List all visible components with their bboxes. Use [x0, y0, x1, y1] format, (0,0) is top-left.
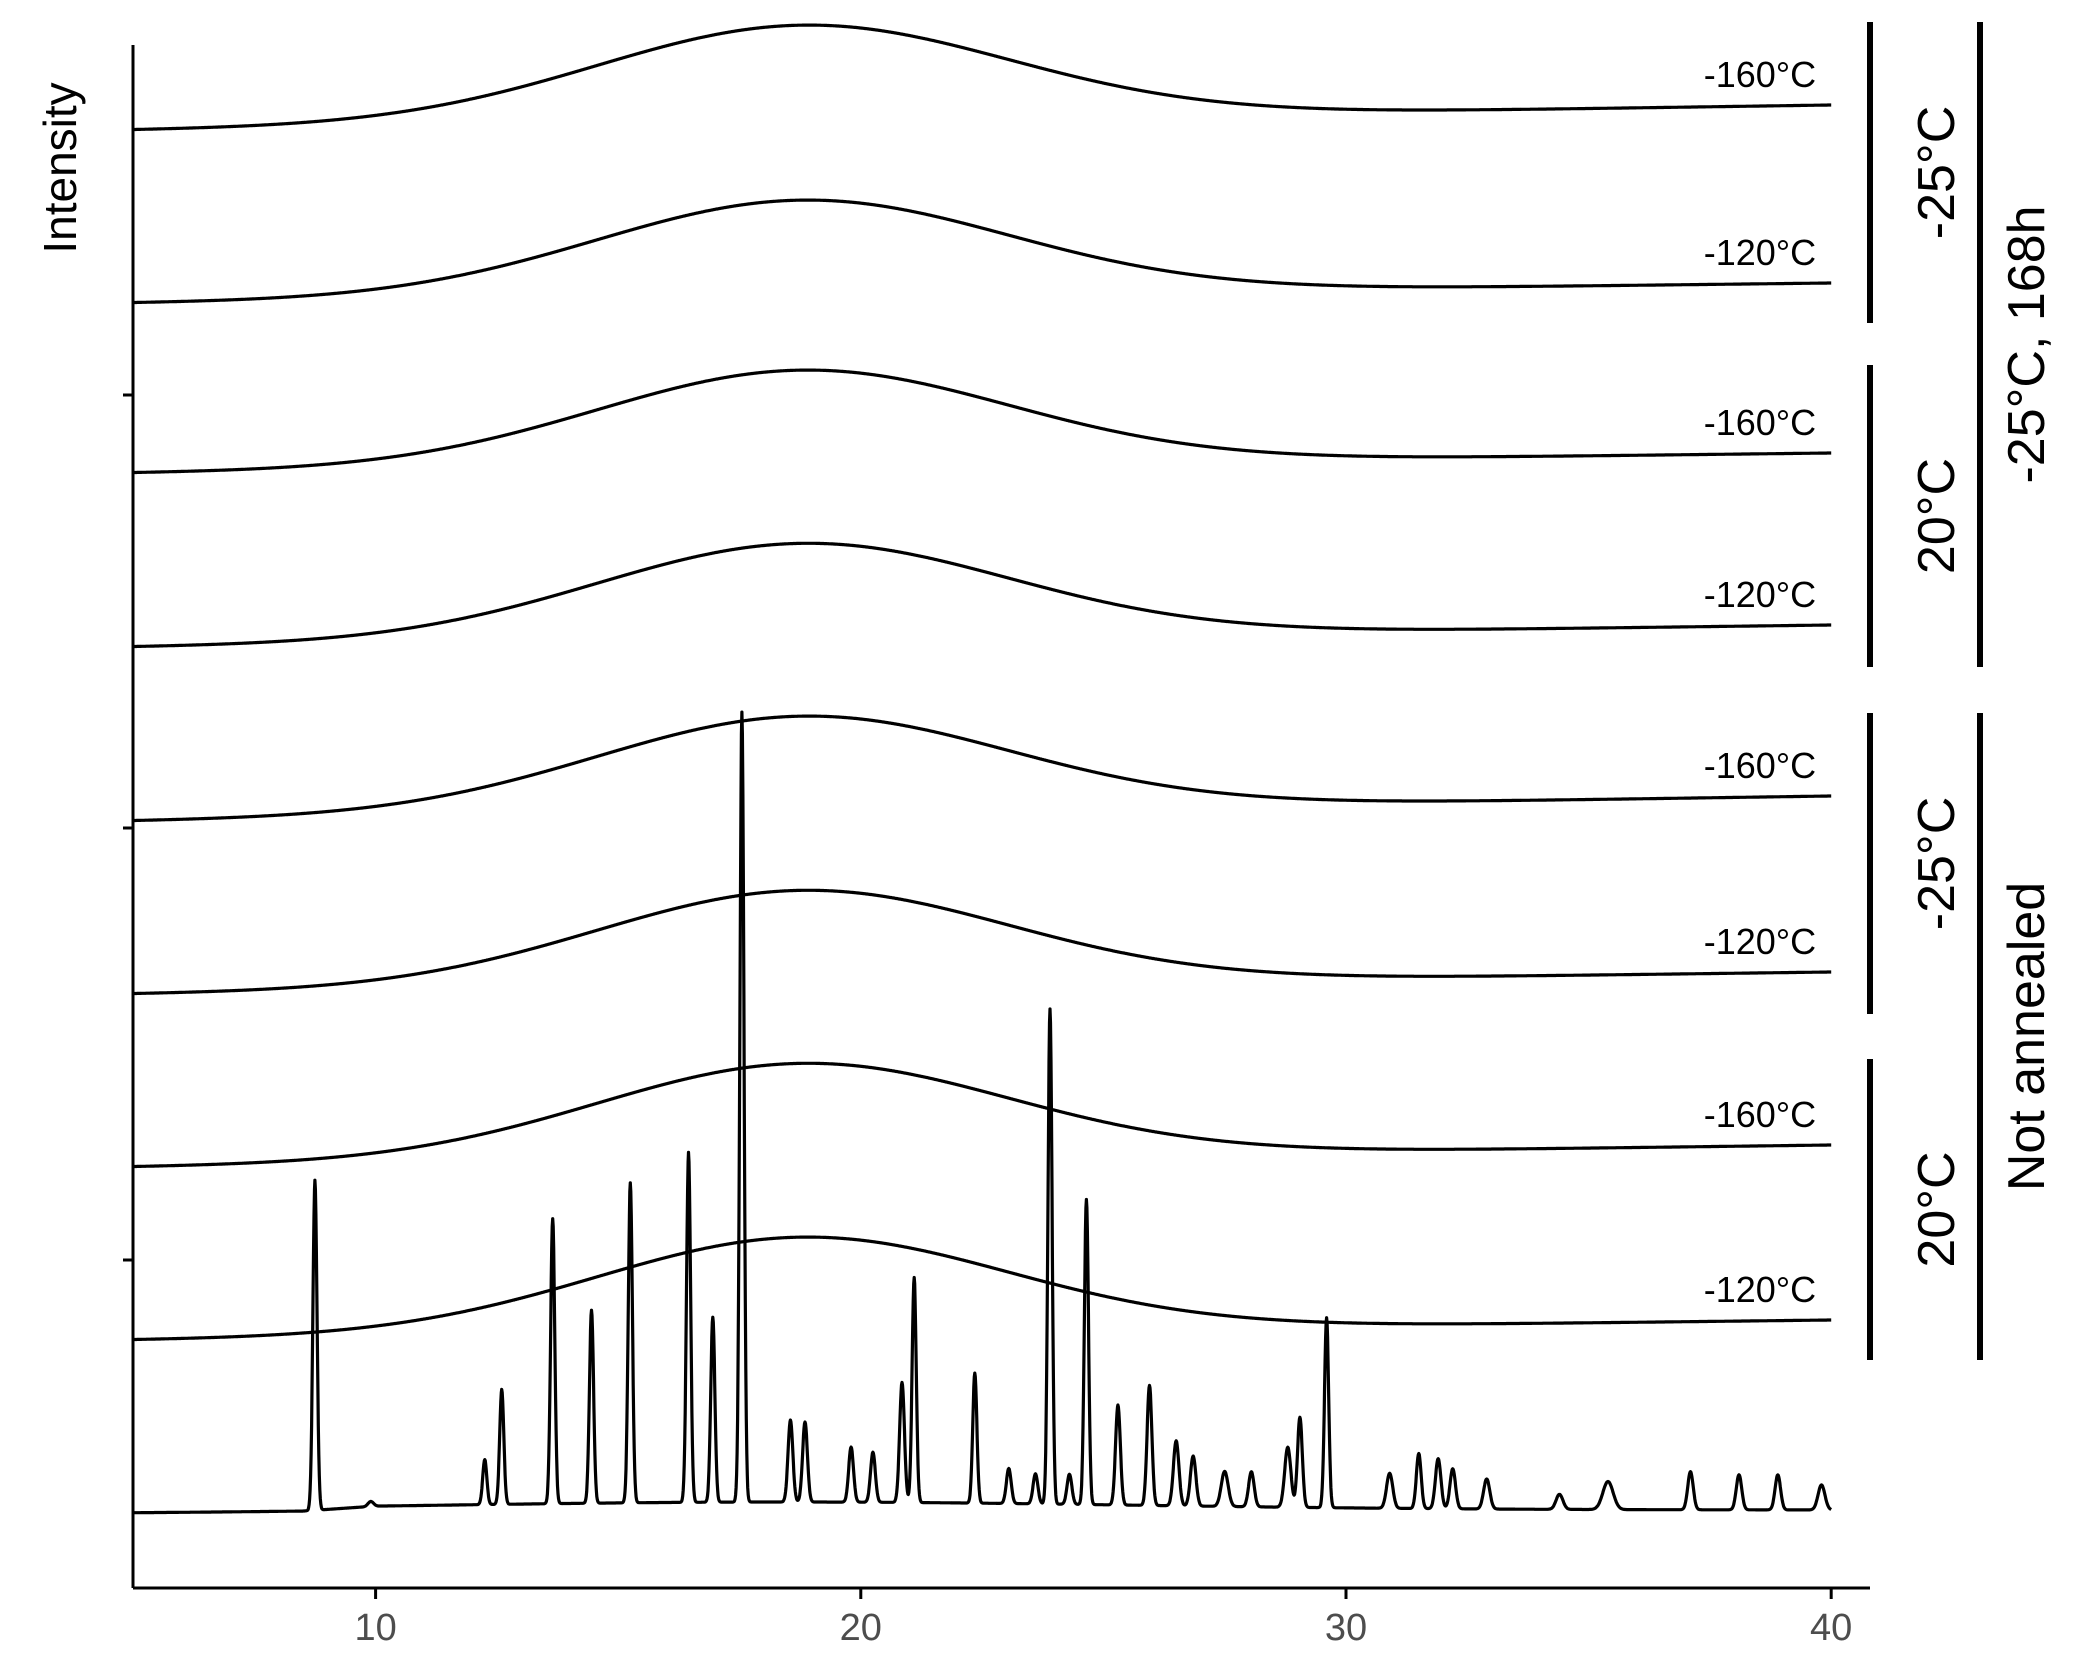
- group-label-temperature: -25°C: [1908, 106, 1966, 240]
- x-tick-label: 30: [1325, 1607, 1367, 1649]
- series-line: [131, 714, 1833, 823]
- curve-label: -120°C: [1704, 232, 1816, 273]
- curve-label: -160°C: [1704, 1094, 1816, 1135]
- series-line: [131, 710, 1833, 1515]
- series-line: [131, 198, 1833, 305]
- group-label-temperature: 20°C: [1908, 1151, 1966, 1267]
- y-axis-title: Intensity: [34, 82, 86, 253]
- curve-label: -160°C: [1704, 745, 1816, 786]
- chart-traces: [131, 23, 1833, 1515]
- curve-labels: -160°C -120°C -160°C -120°C -160°C -120°C -160…: [1704, 54, 1816, 1310]
- curve-label: -120°C: [1704, 921, 1816, 962]
- group-label-annealing: -25°C, 168h: [1998, 205, 2056, 483]
- x-tick-label: 10: [354, 1607, 396, 1649]
- curve-label: -120°C: [1704, 1269, 1816, 1310]
- x-tick-label: 20: [840, 1607, 882, 1649]
- series-line: [131, 541, 1833, 649]
- series-line: [131, 1235, 1833, 1342]
- x-tick-label: 40: [1810, 1607, 1852, 1649]
- curve-label: -160°C: [1704, 402, 1816, 443]
- series-line: [131, 1061, 1833, 1169]
- group-label-temperature: -25°C: [1908, 797, 1966, 931]
- chart-axes: 10 20 30 40: [123, 45, 1870, 1649]
- group-brackets: -25°C 20°C -25°C 20°C -25°C, 168h Not anneale…: [1867, 22, 2056, 1360]
- series-line: [131, 368, 1833, 475]
- group-label-annealing: Not annealed: [1998, 882, 2056, 1191]
- curve-label: -120°C: [1704, 574, 1816, 615]
- series-line: [131, 23, 1833, 132]
- series-line: [131, 888, 1833, 996]
- group-label-temperature: 20°C: [1908, 458, 1966, 574]
- curve-label: -160°C: [1704, 54, 1816, 95]
